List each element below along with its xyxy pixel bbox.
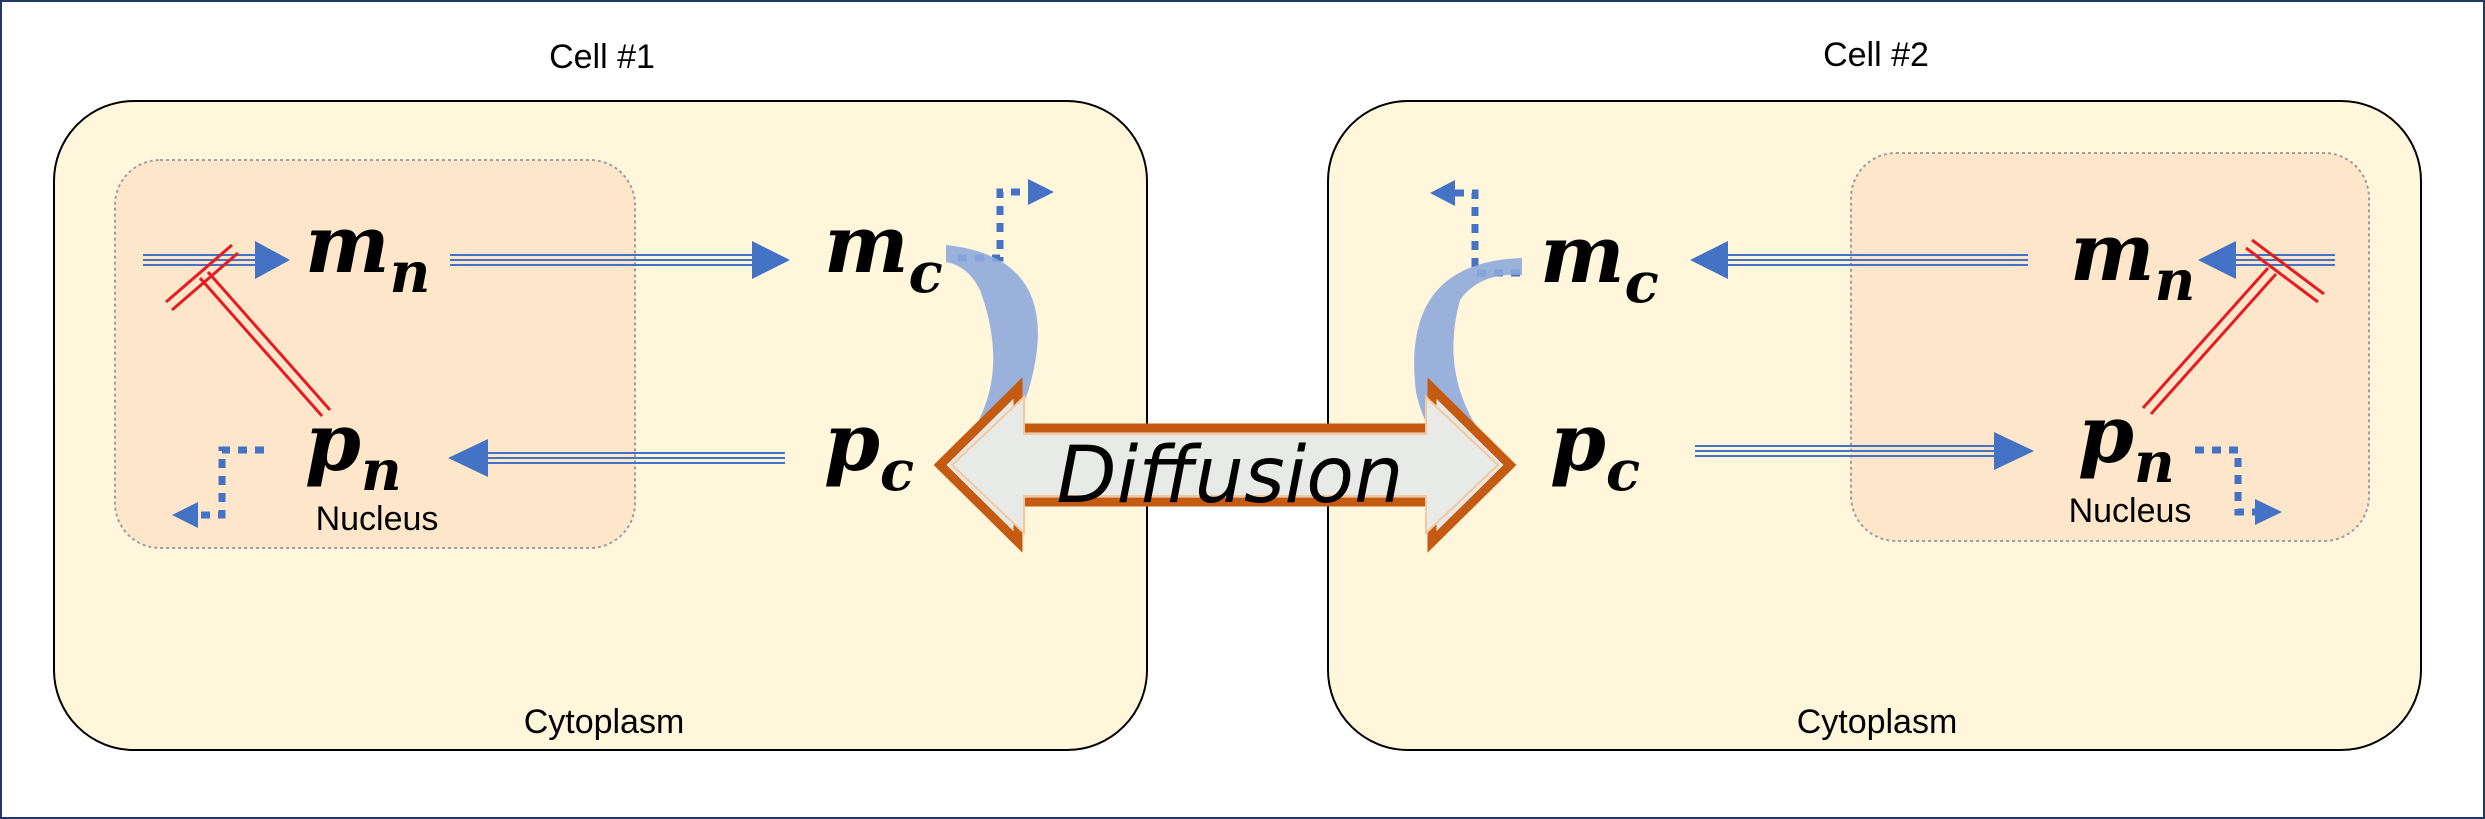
cell2-pc-base: p xyxy=(1550,395,1606,489)
cell1-mn-sub: n xyxy=(390,240,431,306)
cell2-mn-base: m xyxy=(2070,205,2155,299)
cell1-mc-label: mc xyxy=(824,197,943,306)
cell1-arrow-pc-to-pn-head xyxy=(448,439,488,477)
cell1-mn-base: m xyxy=(305,197,390,291)
cell1-arrow-into-mn-head xyxy=(255,241,290,279)
cell2-pn-label: pn xyxy=(2078,387,2175,496)
cell2-arrow-pc-to-pn xyxy=(1695,445,2000,457)
cell1-mc-degradation-head xyxy=(1028,179,1054,205)
cell2-inhibition-pn-mn xyxy=(2141,238,2325,415)
cell2-pn-degradation-head xyxy=(2255,499,2282,525)
cell2-arrow-into-mn-head xyxy=(2198,241,2236,279)
cell2-pn-degradation xyxy=(2195,446,2255,516)
cell2-pn-base: p xyxy=(2078,387,2134,481)
cell2-arrow-into-mn xyxy=(2228,254,2335,266)
cell1-arrow-into-mn xyxy=(143,254,262,266)
cell1-pn-base: p xyxy=(305,395,361,489)
cell2-mc-degradation-head xyxy=(1430,180,1455,206)
cell1-pn-label: pn xyxy=(305,395,402,504)
cell1-mc-base: m xyxy=(824,197,909,291)
cell1-pn-sub: n xyxy=(361,438,402,504)
cell2-pc-label: pc xyxy=(1550,395,1640,504)
cell1-arrow-mn-to-mc xyxy=(450,254,760,266)
cell2-mc-base: m xyxy=(1540,207,1625,301)
cell2-mc-label: mc xyxy=(1540,207,1659,316)
cell2-pn-sub: n xyxy=(2134,430,2175,496)
cell2-nucleus-label: Nucleus xyxy=(2069,492,2192,530)
cell2-mc-sub: c xyxy=(1625,250,1659,316)
cell2-arrow-mn-to-mc-head xyxy=(1690,241,1728,279)
cell1-arrow-pc-to-pn xyxy=(482,452,785,464)
cell2-nucleus xyxy=(1850,152,2370,542)
cell1-arrow-mn-to-mc-head xyxy=(752,241,790,279)
cell1-mn-label: mn xyxy=(305,197,430,306)
cell1-inhibition-pn-mn xyxy=(165,243,332,417)
cell1-pn-degradation xyxy=(200,446,264,519)
cell2-pc-sub: c xyxy=(1606,438,1640,504)
cell1-cytoplasm-label: Cytoplasm xyxy=(524,703,685,741)
cell1-title: Cell #1 xyxy=(549,38,655,76)
diffusion-arrow-inner xyxy=(950,394,1500,536)
cell2-cytoplasm-label: Cytoplasm xyxy=(1797,703,1958,741)
diffusion-label: Diffusion xyxy=(1057,431,1404,521)
cell1-mc-sub: c xyxy=(909,240,943,306)
cell2-title: Cell #2 xyxy=(1823,36,1929,74)
cell1-pc-label: pc xyxy=(824,395,914,504)
cell2-mn-sub: n xyxy=(2155,248,2196,314)
cell2-arrow-pc-to-pn-head xyxy=(1994,432,2034,470)
cell1-pc-base: p xyxy=(824,395,880,489)
cell2-mn-label: mn xyxy=(2070,205,2195,314)
cell1-pc-sub: c xyxy=(880,438,914,504)
cell2-arrow-mn-to-mc xyxy=(1720,254,2028,266)
cell1-pn-degradation-head xyxy=(172,502,198,528)
cell1-nucleus-label: Nucleus xyxy=(316,500,439,538)
